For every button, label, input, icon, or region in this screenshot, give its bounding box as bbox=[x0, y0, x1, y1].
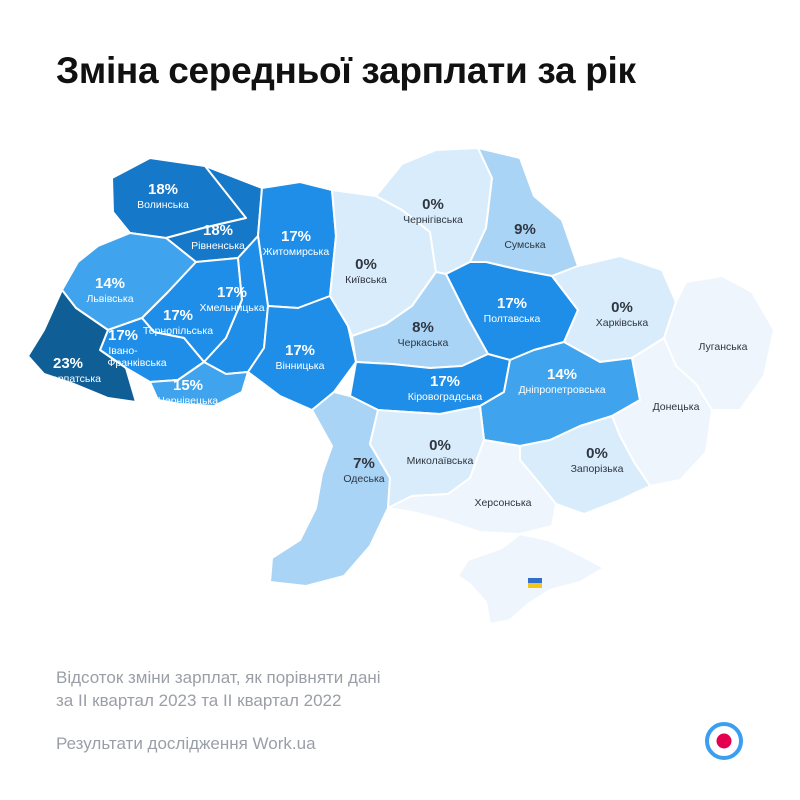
region-value-zakarpatska: 23% bbox=[53, 355, 83, 372]
region-value-zaporizka: 0% bbox=[586, 445, 608, 462]
footnote-line-2: за II квартал 2023 та II квартал 2022 bbox=[56, 691, 342, 710]
region-name-kharkivska: Харківська bbox=[596, 317, 649, 329]
region-name-luhanska: Луганська bbox=[699, 341, 748, 353]
region-value-volynska: 18% bbox=[148, 181, 178, 198]
region-name-ternopilska: Тернопільська bbox=[143, 325, 213, 337]
region-name-donetska: Донецька bbox=[653, 401, 700, 413]
ukrainian-flag-icon bbox=[528, 578, 542, 588]
page-title: Зміна середньої зарплати за рік bbox=[56, 50, 636, 91]
region-name-cherkaska: Черкаська bbox=[398, 337, 449, 349]
region-name-rivnenska: Рівненська bbox=[191, 240, 245, 252]
region-value-odeska: 7% bbox=[353, 455, 375, 472]
region-value-kyivska: 0% bbox=[355, 256, 377, 273]
region-value-ivano_frankivska: 17% bbox=[108, 327, 138, 344]
region-value-cherkaska: 8% bbox=[412, 319, 434, 336]
region-name-poltavska: Полтавська bbox=[484, 313, 541, 325]
region-name-volynska: Волинська bbox=[137, 199, 189, 211]
region-value-poltavska: 17% bbox=[497, 295, 527, 312]
region-value-lvivska: 14% bbox=[95, 275, 125, 292]
region-value-kirovohradska: 17% bbox=[430, 373, 460, 390]
region-shape-khersonska bbox=[387, 439, 557, 535]
region-name-sumska: Сумська bbox=[504, 239, 545, 251]
region-shape-zhytomyrska bbox=[257, 181, 337, 309]
region-value-kharkivska: 0% bbox=[611, 299, 633, 316]
footnote: Відсоток зміни зарплат, як порівняти дан… bbox=[56, 666, 381, 712]
region-value-chernihivska: 0% bbox=[422, 196, 444, 213]
region-shape-chernivetska bbox=[149, 361, 249, 407]
region-value-khmelnytska: 17% bbox=[217, 284, 247, 301]
region-value-mykolaivska: 0% bbox=[429, 437, 451, 454]
region-name-zakarpatska: Закарпатська bbox=[35, 373, 101, 385]
region-name-mykolaivska: Миколаївська bbox=[407, 455, 474, 467]
region-value-dnipropetrovska: 14% bbox=[547, 366, 577, 383]
workua-logo-icon bbox=[705, 722, 743, 760]
region-value-chernivetska: 15% bbox=[173, 377, 203, 394]
region-name-ivano_frankivska-line1: Івано- bbox=[108, 345, 138, 357]
region-shape-zakarpatska bbox=[27, 289, 137, 403]
region-name-ivano_frankivska-line2: Франківська bbox=[107, 357, 166, 369]
region-value-ternopilska: 17% bbox=[163, 307, 193, 324]
region-name-zhytomyrska: Житомирська bbox=[263, 246, 330, 258]
source-note: Результати дослідження Work.ua bbox=[56, 734, 316, 753]
region-name-kirovohradska: Кіровоградська bbox=[408, 391, 483, 403]
region-value-sumska: 9% bbox=[514, 221, 536, 238]
region-name-lvivska: Львівська bbox=[86, 293, 133, 305]
region-name-kyivska: Київська bbox=[345, 274, 387, 286]
region-value-vinnytska: 17% bbox=[285, 342, 315, 359]
region-name-khmelnytska: Хмельницька bbox=[199, 302, 264, 314]
region-name-zaporizka: Запорізька bbox=[571, 463, 624, 475]
region-name-khersonska: Херсонська bbox=[474, 497, 531, 509]
region-name-odeska: Одеська bbox=[343, 473, 384, 485]
region-name-chernivetska: Чернівецька bbox=[158, 395, 218, 407]
region-shape-odeska bbox=[269, 391, 391, 587]
region-name-vinnytska: Вінницька bbox=[276, 360, 325, 372]
region-value-rivnenska: 18% bbox=[203, 222, 233, 239]
footnote-line-1: Відсоток зміни зарплат, як порівняти дан… bbox=[56, 668, 381, 687]
region-value-zhytomyrska: 17% bbox=[281, 228, 311, 245]
region-name-dnipropetrovska: Дніпропетровська bbox=[518, 384, 605, 396]
region-name-chernihivska: Чернігівська bbox=[403, 214, 463, 226]
